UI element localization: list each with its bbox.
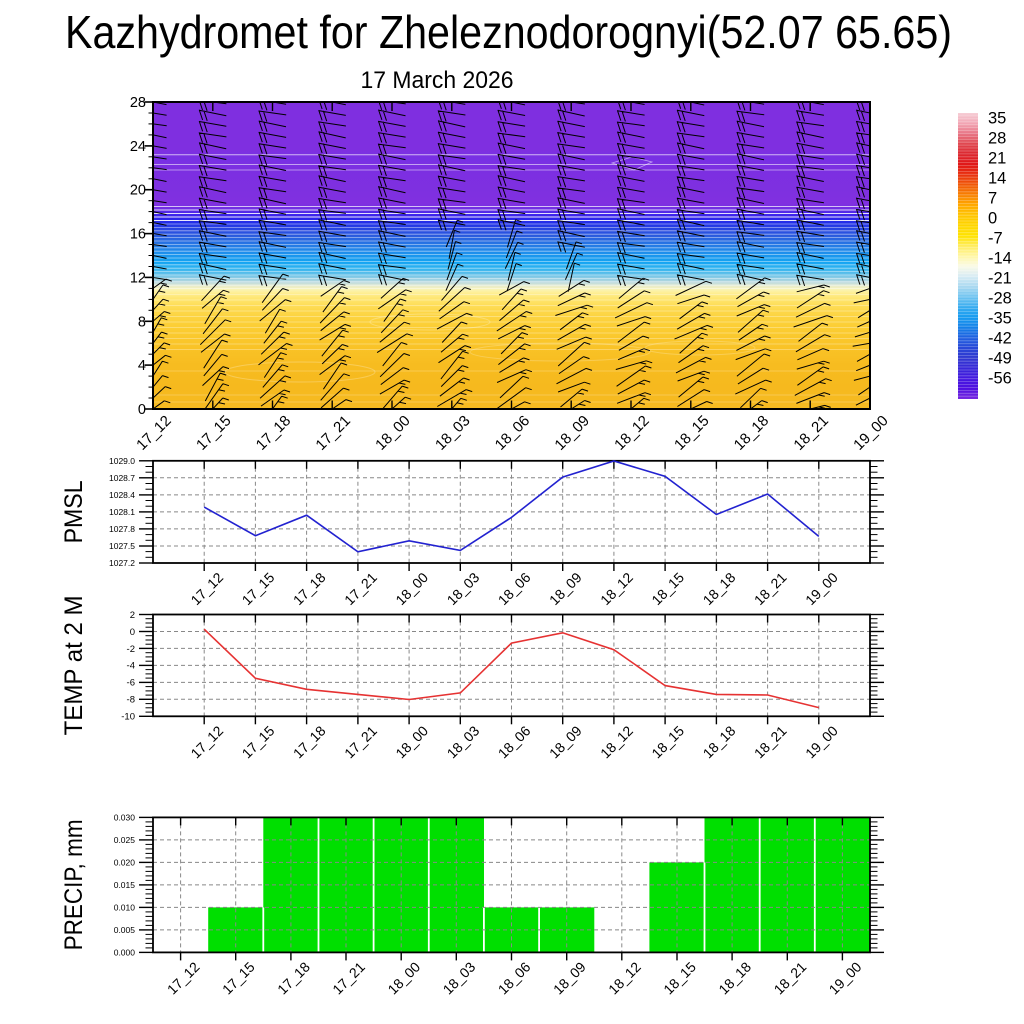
svg-text:0.000: 0.000 (114, 947, 136, 957)
svg-text:1028.1: 1028.1 (109, 507, 135, 517)
svg-text:35: 35 (988, 109, 1006, 127)
svg-text:1027.5: 1027.5 (109, 541, 135, 551)
svg-text:PMSL: PMSL (60, 480, 88, 543)
svg-text:1029.0: 1029.0 (109, 456, 135, 466)
svg-text:28: 28 (130, 95, 146, 111)
svg-text:-8: -8 (127, 695, 135, 706)
svg-text:-7: -7 (988, 229, 1003, 247)
svg-text:-28: -28 (988, 289, 1012, 307)
svg-text:0.025: 0.025 (114, 835, 136, 845)
svg-text:-42: -42 (988, 329, 1012, 347)
svg-text:0.010: 0.010 (114, 902, 136, 912)
svg-text:-14: -14 (988, 249, 1012, 267)
svg-text:21: 21 (988, 149, 1006, 167)
svg-text:0: 0 (988, 209, 997, 227)
svg-text:2: 2 (130, 610, 135, 621)
svg-text:-2: -2 (127, 644, 135, 655)
svg-text:PRECIP, mm: PRECIP, mm (60, 819, 88, 950)
svg-text:0.020: 0.020 (114, 857, 136, 867)
svg-text:17 March 2026: 17 March 2026 (361, 67, 514, 94)
svg-text:-35: -35 (988, 309, 1012, 327)
svg-text:0.015: 0.015 (114, 880, 136, 890)
svg-text:-21: -21 (988, 269, 1012, 287)
svg-text:14: 14 (988, 169, 1006, 187)
svg-text:1028.7: 1028.7 (109, 473, 135, 483)
svg-text:28: 28 (988, 129, 1006, 147)
svg-text:20: 20 (130, 183, 146, 199)
svg-text:-49: -49 (988, 349, 1012, 367)
svg-text:Kazhydromet for Zheleznodorogn: Kazhydromet for Zheleznodorognyi(52.07 6… (65, 6, 952, 58)
svg-text:0: 0 (138, 402, 146, 418)
svg-text:-6: -6 (127, 678, 135, 689)
svg-text:24: 24 (130, 139, 146, 155)
svg-text:4: 4 (138, 358, 146, 374)
svg-text:0: 0 (130, 627, 135, 638)
svg-text:-56: -56 (988, 369, 1012, 387)
svg-text:0.005: 0.005 (114, 925, 136, 935)
svg-text:-10: -10 (121, 712, 135, 723)
svg-text:16: 16 (130, 227, 146, 243)
svg-text:12: 12 (130, 270, 146, 286)
svg-text:-4: -4 (127, 661, 135, 672)
svg-text:TEMP at 2 M: TEMP at 2 M (60, 595, 88, 735)
svg-text:8: 8 (138, 314, 146, 330)
svg-text:1027.2: 1027.2 (109, 558, 135, 568)
svg-text:0.030: 0.030 (114, 812, 136, 822)
svg-text:7: 7 (988, 189, 997, 207)
svg-text:1028.4: 1028.4 (109, 490, 135, 500)
svg-text:1027.8: 1027.8 (109, 524, 135, 534)
